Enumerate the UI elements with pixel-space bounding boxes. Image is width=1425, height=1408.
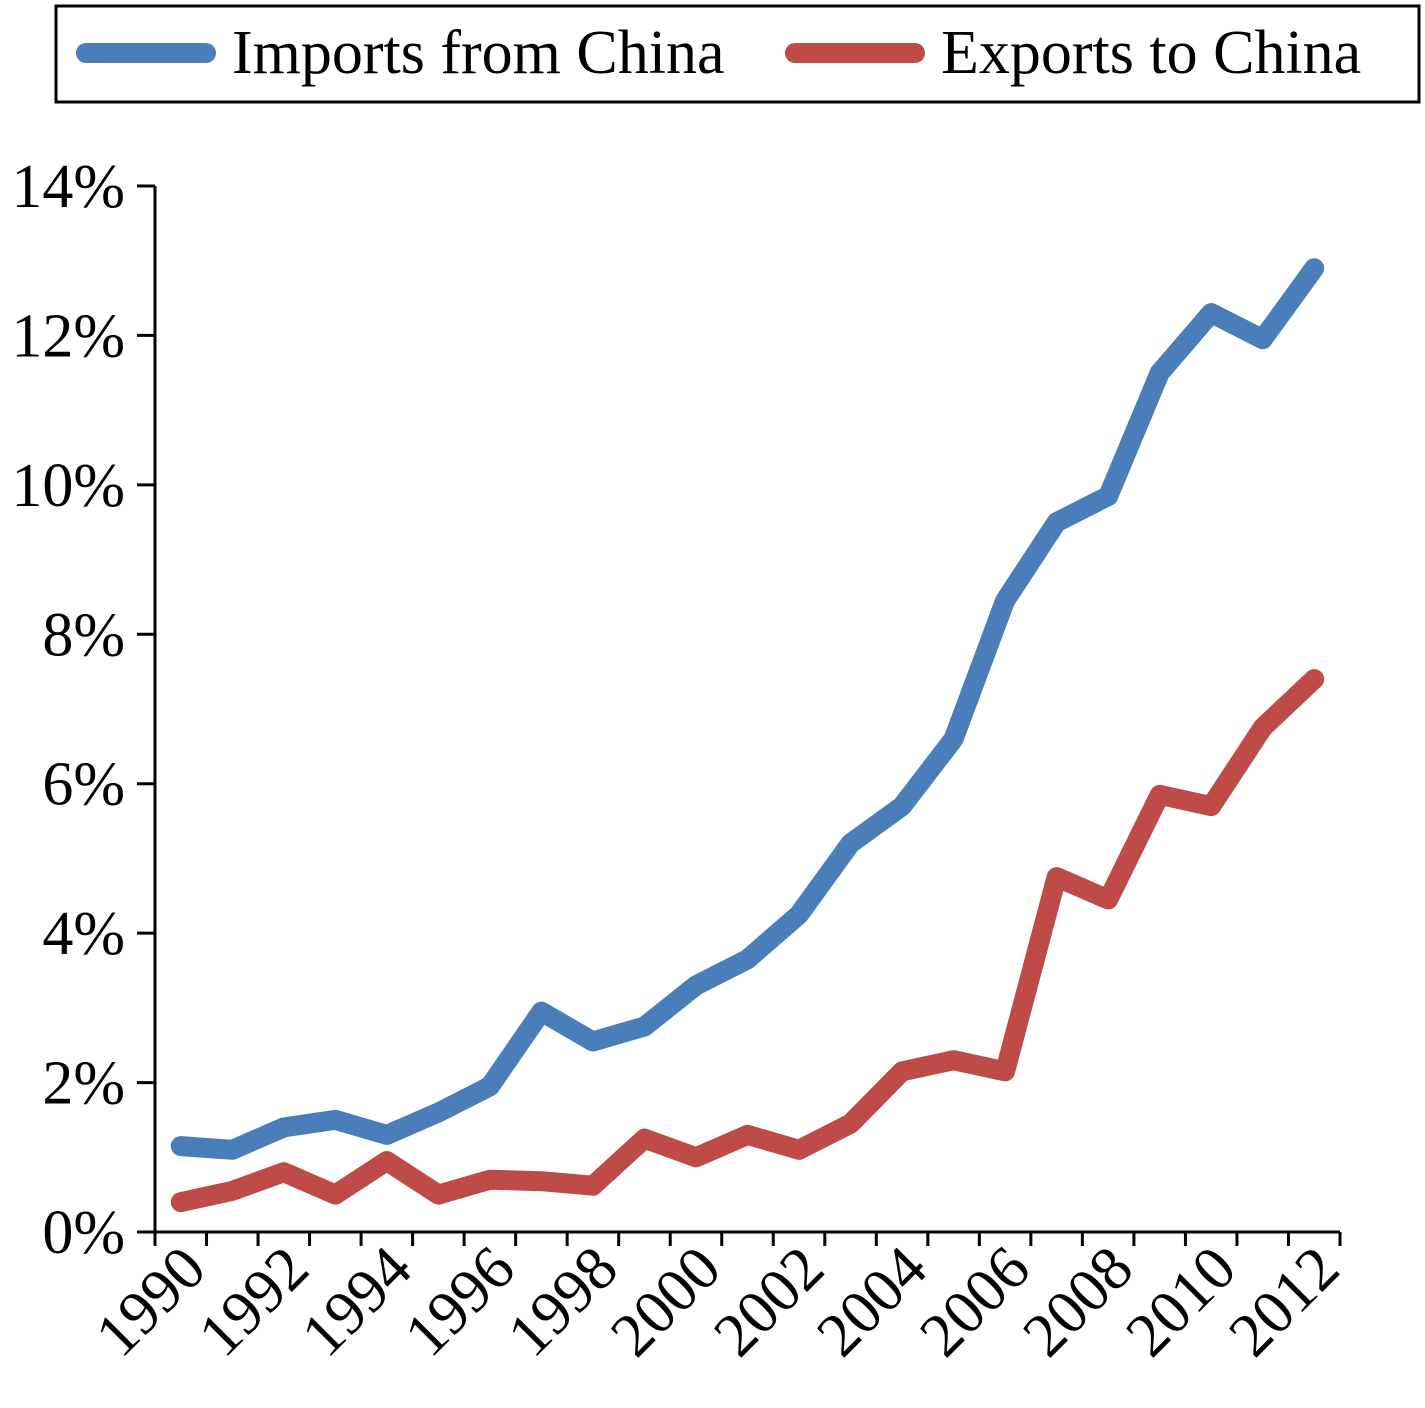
y-tick-label: 8% [42,601,125,669]
x-tick-label: 2010 [1113,1234,1249,1370]
x-tick-label: 2004 [804,1234,940,1370]
x-tick-label: 1992 [186,1234,322,1370]
y-tick-label: 6% [42,751,125,819]
legend-box [54,4,1421,104]
y-tick-label: 4% [42,900,125,968]
x-axis: 1990199219941996199820002002200420062008… [83,1230,1352,1370]
x-tick-label: 2002 [701,1234,837,1370]
x-tick-label: 2000 [598,1234,734,1370]
legend-label-imports: Imports from China [232,19,725,87]
series-line-imports [170,258,1325,1160]
y-tick-label: 0% [42,1199,125,1267]
y-tick-label: 10% [11,452,125,520]
y-tick-label: 14% [11,153,125,221]
legend-label-exports: Exports to China [941,19,1361,87]
y-axis: 0% 2% 4% 6% 8% 10% 12% 14% [11,153,157,1267]
y-tick-label: 2% [42,1050,125,1118]
plot-area [170,258,1325,1213]
x-tick-label: 2012 [1216,1234,1352,1370]
y-tick-label: 12% [11,302,125,370]
legend: Imports from China Exports to China [54,4,1421,104]
series-line-exports [170,669,1325,1213]
x-tick-label: 2008 [1010,1234,1146,1370]
x-tick-label: 1998 [495,1234,631,1370]
x-tick-label: 1996 [392,1234,528,1370]
x-tick-label: 1994 [289,1234,425,1370]
x-tick-label: 2006 [907,1234,1043,1370]
